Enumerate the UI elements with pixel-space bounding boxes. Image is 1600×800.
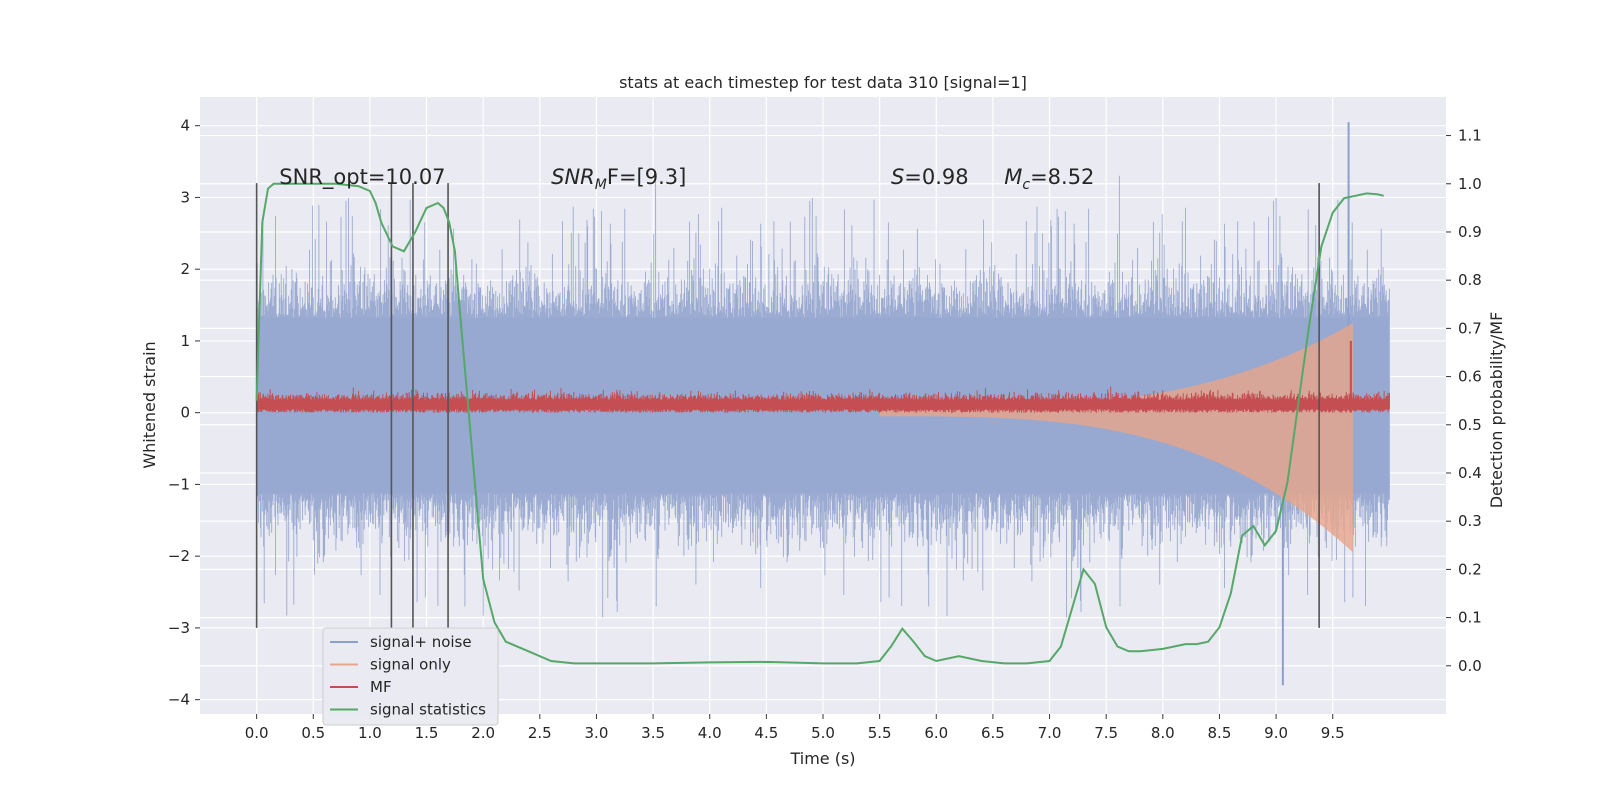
y-ticks-left: 4 3 2 1 0 −1 −2 −3 −4	[168, 117, 200, 709]
x-tick-label: 4.5	[754, 724, 778, 742]
x-tick-label: 7.5	[1094, 724, 1118, 742]
y-axis-label-right: Detection probability/MF	[1487, 312, 1506, 509]
y-tick-label-left: −4	[168, 691, 190, 709]
x-tick-label: 8.0	[1151, 724, 1175, 742]
x-tick-label: 3.5	[641, 724, 665, 742]
legend-label: signal only	[370, 656, 451, 674]
annotation: Mc=8.52	[1004, 165, 1094, 193]
y-tick-label-left: 2	[180, 260, 190, 278]
signal-only-envelope	[879, 323, 1354, 553]
y-tick-label-right: 0.1	[1458, 609, 1482, 627]
legend: signal+ noise signal only MF signal statist…	[322, 627, 499, 726]
annotation: SNR_opt=10.07	[279, 165, 445, 190]
y-axis-label-left: Whitened strain	[140, 341, 159, 468]
x-tick-label: 9.5	[1321, 724, 1345, 742]
y-tick-label-left: 3	[180, 188, 190, 206]
y-tick-label-right: 0.6	[1458, 368, 1482, 386]
legend-box	[322, 627, 499, 726]
x-tick-label: 6.5	[981, 724, 1005, 742]
x-ticks: 0.0 0.5 1.0 1.5 2.0 2.5 3.0 3.5 4.0 4.5 5.0 5.5 6.0 6…	[245, 714, 1345, 742]
y-tick-label-right: 0.5	[1458, 416, 1482, 434]
y-tick-label-left: 4	[180, 117, 190, 135]
y-tick-label-left: −2	[168, 547, 190, 565]
x-tick-label: 2.0	[471, 724, 495, 742]
y-tick-label-right: 0.4	[1458, 464, 1482, 482]
y-tick-label-right: 0.0	[1458, 657, 1482, 675]
legend-label: signal+ noise	[370, 633, 472, 651]
y-ticks-right: 1.1 1.0 0.9 0.8 0.7 0.6 0.5 0.4 0.3 0.2 0.1 0.0	[1446, 127, 1482, 675]
legend-label: signal statistics	[370, 701, 486, 719]
legend-label: MF	[370, 678, 392, 696]
y-tick-label-right: 0.3	[1458, 512, 1482, 530]
y-tick-label-right: 0.2	[1458, 560, 1482, 578]
x-tick-label: 9.0	[1264, 724, 1288, 742]
x-tick-label: 5.5	[868, 724, 892, 742]
annotation: S=0.98	[891, 165, 969, 189]
y-tick-label-right: 0.7	[1458, 319, 1482, 337]
signal-only-series	[879, 323, 1354, 553]
x-tick-label: 4.0	[698, 724, 722, 742]
y-tick-label-left: −3	[168, 619, 190, 637]
x-tick-label: 0.0	[245, 724, 269, 742]
y-tick-label-right: 1.1	[1458, 127, 1482, 145]
x-tick-label: 1.5	[415, 724, 439, 742]
y-tick-label-left: −1	[168, 475, 190, 493]
x-tick-label: 6.0	[924, 724, 948, 742]
x-tick-label: 0.5	[301, 724, 325, 742]
y-tick-label-left: 0	[180, 404, 190, 422]
y-tick-label-right: 1.0	[1458, 175, 1482, 193]
x-tick-label: 1.0	[358, 724, 382, 742]
x-tick-label: 8.5	[1208, 724, 1232, 742]
x-tick-label: 3.0	[585, 724, 609, 742]
annotation: SNRMF=[9.3]	[551, 165, 686, 193]
annotations: SNR_opt=10.07 SNRMF=[9.3] S=0.98 Mc=8.52	[279, 165, 1094, 193]
x-axis-label: Time (s)	[789, 749, 855, 768]
y-tick-label-right: 0.8	[1458, 271, 1482, 289]
chart-title: stats at each timestep for test data 310…	[619, 73, 1027, 92]
x-tick-label: 2.5	[528, 724, 552, 742]
signal-statistics-line	[255, 182, 1384, 665]
y-tick-label-right: 0.9	[1458, 223, 1482, 241]
y-tick-label-left: 1	[180, 332, 190, 350]
x-tick-label: 7.0	[1038, 724, 1062, 742]
x-tick-label: 5.0	[811, 724, 835, 742]
